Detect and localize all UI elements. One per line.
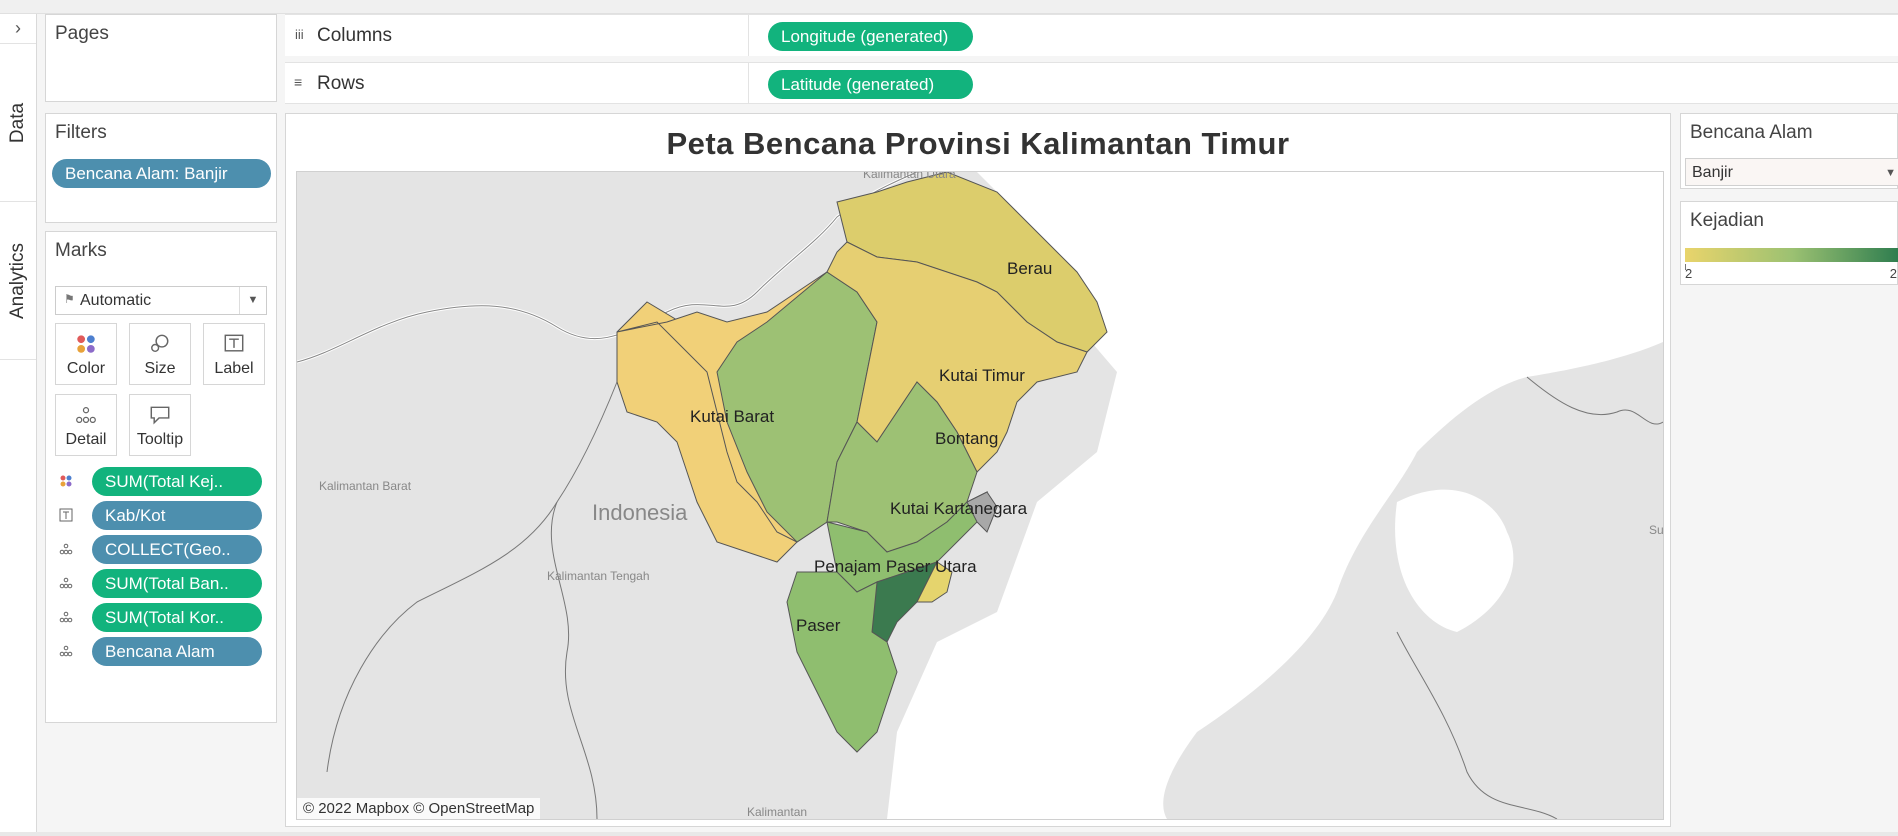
kejadian-legend-title: Kejadian [1690,210,1764,231]
tooltip-icon [150,406,170,425]
columns-shelf[interactable]: iii Columns Longitude (generated) [285,14,1898,56]
shelf-divider [748,15,749,56]
status-strip [0,832,1898,836]
bencana-filter-dropdown[interactable]: Banjir ▼ [1685,158,1898,186]
region-paser[interactable] [786,571,898,753]
chevron-down-icon[interactable]: ▼ [239,287,266,314]
color-button[interactable]: Color [55,323,117,385]
kejadian-legend-card[interactable]: Kejadian 2 2 [1680,201,1898,285]
map-view[interactable]: Peta Bencana Provinsi Kalimantan Timur [285,113,1671,827]
detail-icon [59,543,73,555]
shelf-divider [748,63,749,103]
size-button-label: Size [144,360,176,377]
detail-button[interactable]: Detail [55,394,117,456]
bencana-filter-card[interactable]: Bencana Alam Banjir ▼ [1680,113,1898,189]
toolbar-strip [0,0,1898,14]
pages-card[interactable]: Pages [45,14,277,102]
detail-button-label: Detail [65,431,107,448]
mark-type-value: Automatic [80,292,152,309]
map-mark-icon: ⚑ [64,292,75,306]
border-line [1526,376,1663,425]
border-line [1396,631,1558,819]
view-title: Peta Bencana Provinsi Kalimantan Timur [666,126,1290,161]
bencana-filter-value: Banjir [1692,164,1733,181]
label-button[interactable]: Label [203,323,265,385]
legend-max-label: 2 [1889,266,1897,281]
filters-card[interactable]: Filters Bencana Alam: Banjir [45,113,277,223]
tooltip-button-label: Tooltip [136,431,184,448]
legend-min-label: 2 [1685,266,1693,281]
basemap-label-kalteng: Kalimantan Tengah [547,569,650,583]
tooltip-button[interactable]: Tooltip [129,394,191,456]
tab-data[interactable]: Data [0,44,36,202]
columns-pill[interactable]: Longitude (generated) [768,22,973,51]
marks-card[interactable]: Marks ⚑ Automatic ▼ Color Size Label Det… [45,231,277,723]
region-label: Kutai Timur [939,366,1025,385]
detail-icon [59,645,73,657]
basemap-label-su: Su [1649,523,1663,537]
basemap-label-kalimantan: Kalimantan [747,805,807,819]
border-line [550,501,598,819]
region-label: Penajam Paser Utara [814,557,977,576]
sulawesi-land [1163,342,1663,819]
border-line [297,172,918,363]
mark-field-pill[interactable]: COLLECT(Geo.. [92,535,262,564]
label-icon [224,334,244,352]
border-line [326,381,618,773]
bencana-filter-title: Bencana Alam [1690,122,1813,143]
basemap-label-kalbar: Kalimantan Barat [319,479,412,493]
detail-icon [76,407,96,424]
label-icon [59,508,73,522]
color-icon [77,335,95,353]
region-label: Berau [1007,259,1052,278]
rows-icon: ≡ [294,74,303,90]
filter-pill[interactable]: Bencana Alam: Banjir [52,159,271,188]
columns-icon: iii [295,27,304,42]
region-balikpapan[interactable] [916,561,953,603]
size-icon [151,334,169,353]
basemap-label-kaltara: Kalimantan Utara [863,172,956,181]
tab-data-label: Data [7,102,28,143]
color-ramp [1685,248,1898,262]
chevron-down-icon[interactable]: ▼ [1885,167,1896,179]
map-canvas[interactable]: Kalimantan Utara Kalimantan Barat Indone… [296,171,1664,820]
region-label: Kutai Barat [690,407,774,426]
expand-pane-button[interactable]: › [0,14,36,44]
mark-field-pill[interactable]: SUM(Total Kor.. [92,603,262,632]
color-icon [60,475,72,487]
marks-title: Marks [55,240,107,261]
region-label: Paser [796,616,841,635]
size-button[interactable]: Size [129,323,191,385]
region-samarinda[interactable] [966,491,998,533]
chevron-right-icon: › [15,18,21,38]
rows-shelf[interactable]: ≡ Rows Latitude (generated) [285,62,1898,104]
map-attribution[interactable]: © 2022 Mapbox © OpenStreetMap [297,798,541,819]
tick-mark [1685,264,1686,270]
mark-field-pill[interactable]: Bencana Alam [92,637,262,666]
rows-label: Rows [317,73,365,94]
label-button-label: Label [214,360,254,377]
detail-icon [59,611,73,623]
pages-title: Pages [55,23,109,44]
region-label: Kutai Kartanegara [890,499,1028,518]
tab-analytics-label: Analytics [7,242,28,319]
detail-icon [59,577,73,589]
mark-field-pill[interactable]: SUM(Total Kej.. [92,467,262,496]
side-pane [0,14,37,836]
filters-title: Filters [55,122,107,143]
mark-type-dropdown[interactable]: ⚑ Automatic ▼ [55,286,267,315]
tab-analytics[interactable]: Analytics [0,202,36,360]
basemap-label-indonesia: Indonesia [592,500,688,525]
columns-label: Columns [317,25,392,46]
rows-pill[interactable]: Latitude (generated) [768,70,973,99]
mark-field-pill[interactable]: Kab/Kot [92,501,262,530]
mark-field-pill[interactable]: SUM(Total Ban.. [92,569,262,598]
map-svg: Kalimantan Utara Kalimantan Barat Indone… [297,172,1663,819]
region-kutai-timur[interactable] [826,241,1088,473]
region-label: Bontang [935,429,998,448]
color-button-label: Color [66,360,106,377]
